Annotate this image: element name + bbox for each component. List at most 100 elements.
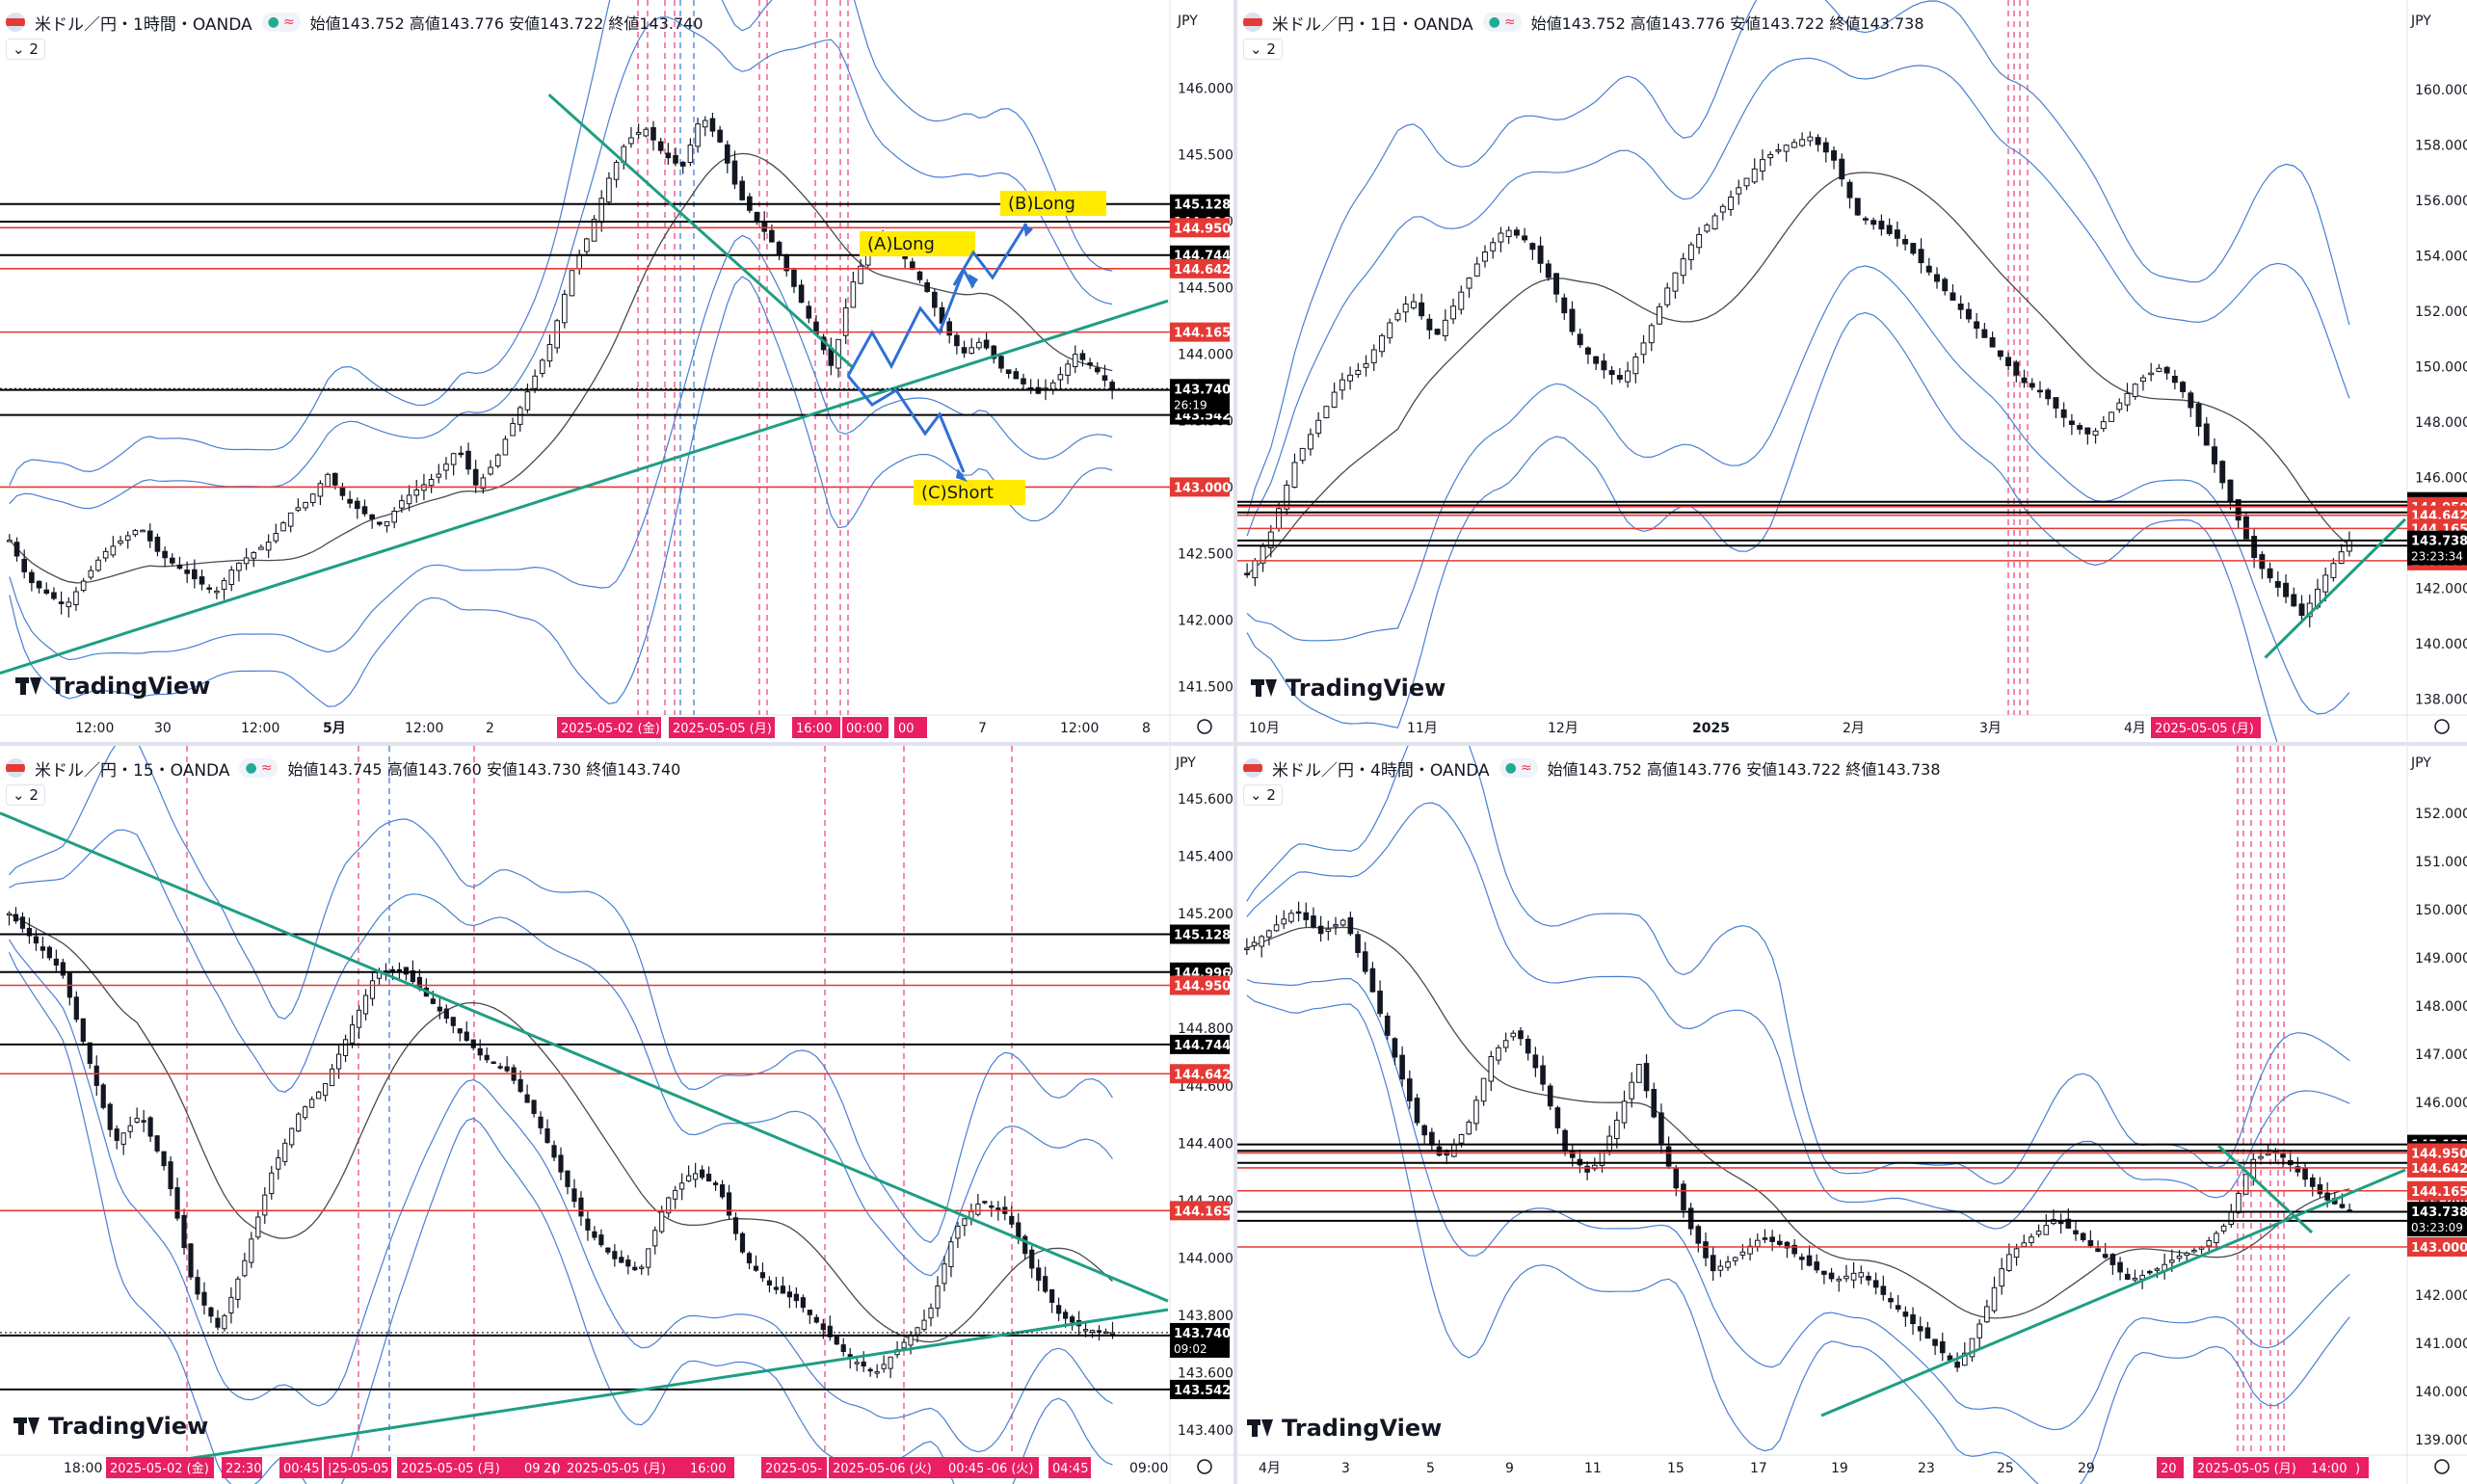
collapse-toggle[interactable]: ⌄ 2	[6, 784, 45, 806]
indicator-toggle[interactable]: ● ≈	[239, 758, 279, 778]
tradingview-logo: TradingView	[13, 1413, 208, 1440]
chart-header: 米ドル／円・4時間・OANDA ● ≈ 始値143.752 高値143.776 安…	[1243, 754, 1941, 782]
candle-body	[1063, 1312, 1069, 1319]
chart-canvas[interactable]: 141.500142.000142.500143.000143.500144.0…	[0, 0, 1234, 742]
y-tick-label: 140.000	[2415, 637, 2467, 652]
time-badge	[397, 1457, 520, 1478]
currency-label[interactable]: JPY	[1178, 13, 1198, 29]
candle-body	[538, 1116, 544, 1128]
currency-label[interactable]: JPY	[2411, 755, 2431, 771]
y-tick-label: 141.000	[2415, 1337, 2467, 1352]
collapse-toggle[interactable]: ⌄ 2	[1243, 39, 1283, 60]
candle-body	[1886, 225, 1893, 234]
candle-body	[867, 1368, 873, 1372]
candle-body	[754, 211, 760, 222]
candle-body	[362, 994, 369, 1015]
y-tick-label: 156.000	[2415, 194, 2467, 209]
price-badge-red-text: 143.000	[2411, 1241, 2467, 1256]
candle-body	[114, 1128, 119, 1141]
x-tick-label: 2	[486, 721, 494, 736]
candle-body	[827, 1325, 833, 1338]
chart-panel-h4[interactable]: 米ドル／円・4時間・OANDA ● ≈ 始値143.752 高値143.776 安…	[1237, 746, 2467, 1484]
price-badge-black	[1170, 194, 1230, 214]
candle-body	[1950, 292, 1956, 301]
chart-canvas[interactable]: 139.000140.000141.000142.000143.000144.0…	[1237, 746, 2467, 1484]
panel-divider-horizontal[interactable]	[0, 742, 2467, 746]
candle-body	[80, 1018, 86, 1043]
candle-body	[87, 1042, 93, 1065]
candle-body	[2195, 403, 2202, 427]
candle-body	[361, 506, 368, 515]
candle-body	[932, 291, 938, 308]
time-badge	[222, 1457, 262, 1478]
candle-body	[2077, 425, 2083, 430]
candle-body	[1976, 1323, 1982, 1338]
bollinger-band-upper-2	[9, 16, 1113, 510]
chart-panel-h1[interactable]: 米ドル／円・1時間・OANDA ● ≈ 始値143.752 高値143.776 安…	[0, 0, 1234, 742]
candle-body	[1918, 249, 1924, 264]
time-badge-text: -06 (火)	[987, 1462, 1034, 1476]
bollinger-band-lower-2	[1246, 978, 2350, 1431]
candle-body	[2267, 568, 2273, 579]
candle-body	[2280, 1153, 2286, 1158]
candle-body	[477, 1047, 483, 1056]
time-badge-text: 2025-05-06 (火)	[833, 1462, 932, 1476]
candle-body	[1854, 198, 1861, 216]
time-badge	[279, 1457, 322, 1478]
collapse-toggle[interactable]: ⌄ 2	[6, 39, 45, 60]
chart-canvas[interactable]: 143.400143.600143.800144.000144.200144.4…	[0, 746, 1234, 1484]
candle-body	[73, 996, 79, 1020]
candle-body	[1016, 1222, 1021, 1240]
candle-body	[989, 1205, 995, 1208]
currency-label[interactable]: JPY	[2411, 13, 2431, 29]
currency-label[interactable]: JPY	[1176, 755, 1196, 771]
candle-body	[643, 128, 650, 137]
tradingview-logo: TradingView	[1251, 675, 1446, 702]
time-badge	[2151, 717, 2261, 738]
candle-body	[502, 438, 509, 456]
moving-average	[1246, 926, 2350, 1319]
indicator-toggle[interactable]: ● ≈	[1482, 13, 1522, 32]
candle-body	[517, 1078, 523, 1093]
candle-body	[1434, 329, 1441, 335]
candle-body	[854, 1362, 860, 1365]
candle-body	[562, 293, 568, 324]
time-badge-text: )	[2355, 1462, 2360, 1476]
candle-body	[1754, 1239, 1761, 1248]
candle-body	[208, 1307, 214, 1317]
candle-body	[1362, 951, 1368, 972]
time-badge	[944, 1457, 989, 1478]
ohlc-readout: 始値143.752 高値143.776 安値143.722 終値143.738	[1547, 760, 1941, 779]
candle-body	[650, 126, 656, 141]
candle-body	[592, 1231, 597, 1238]
time-badge-text: 2025-05-05 (月)	[673, 722, 772, 736]
candle-body	[336, 1053, 342, 1070]
chart-panel-m15[interactable]: 米ドル／円・15・OANDA ● ≈ 始値143.745 高値143.760 安値…	[0, 746, 1234, 1484]
price-badge-black	[1170, 1379, 1230, 1399]
indicator-toggle[interactable]: ● ≈	[1499, 758, 1538, 778]
candle-body	[2109, 411, 2114, 422]
candle-body	[88, 570, 94, 578]
candle-body	[1762, 1237, 1768, 1240]
candle-body	[2148, 372, 2155, 376]
x-tick-label: 5	[1426, 1461, 1435, 1476]
candle-body	[1850, 1272, 1857, 1281]
candle-body	[2116, 402, 2123, 411]
indicator-toggle[interactable]: ● ≈	[261, 13, 301, 32]
y-tick-label: 145.200	[1178, 907, 1234, 922]
chart-panel-d1[interactable]: 米ドル／円・1日・OANDA ● ≈ 始値143.752 高値143.776 安値…	[1237, 0, 2467, 742]
chart-canvas[interactable]: 138.000140.000142.000144.000146.000148.0…	[1237, 0, 2467, 742]
candle-body	[19, 916, 26, 929]
candle-body	[1728, 197, 1735, 210]
price-badge-black	[1170, 924, 1230, 944]
candle-body	[176, 564, 183, 570]
candle-body	[102, 550, 109, 559]
candle-body	[1910, 243, 1917, 254]
candle-body	[410, 969, 415, 983]
candle-body	[874, 1371, 880, 1374]
candle-body	[21, 558, 28, 572]
candle-body	[628, 137, 634, 145]
collapse-toggle[interactable]: ⌄ 2	[1243, 784, 1283, 806]
candle-body	[100, 1084, 106, 1108]
y-tick-label: 145.600	[1178, 792, 1234, 808]
